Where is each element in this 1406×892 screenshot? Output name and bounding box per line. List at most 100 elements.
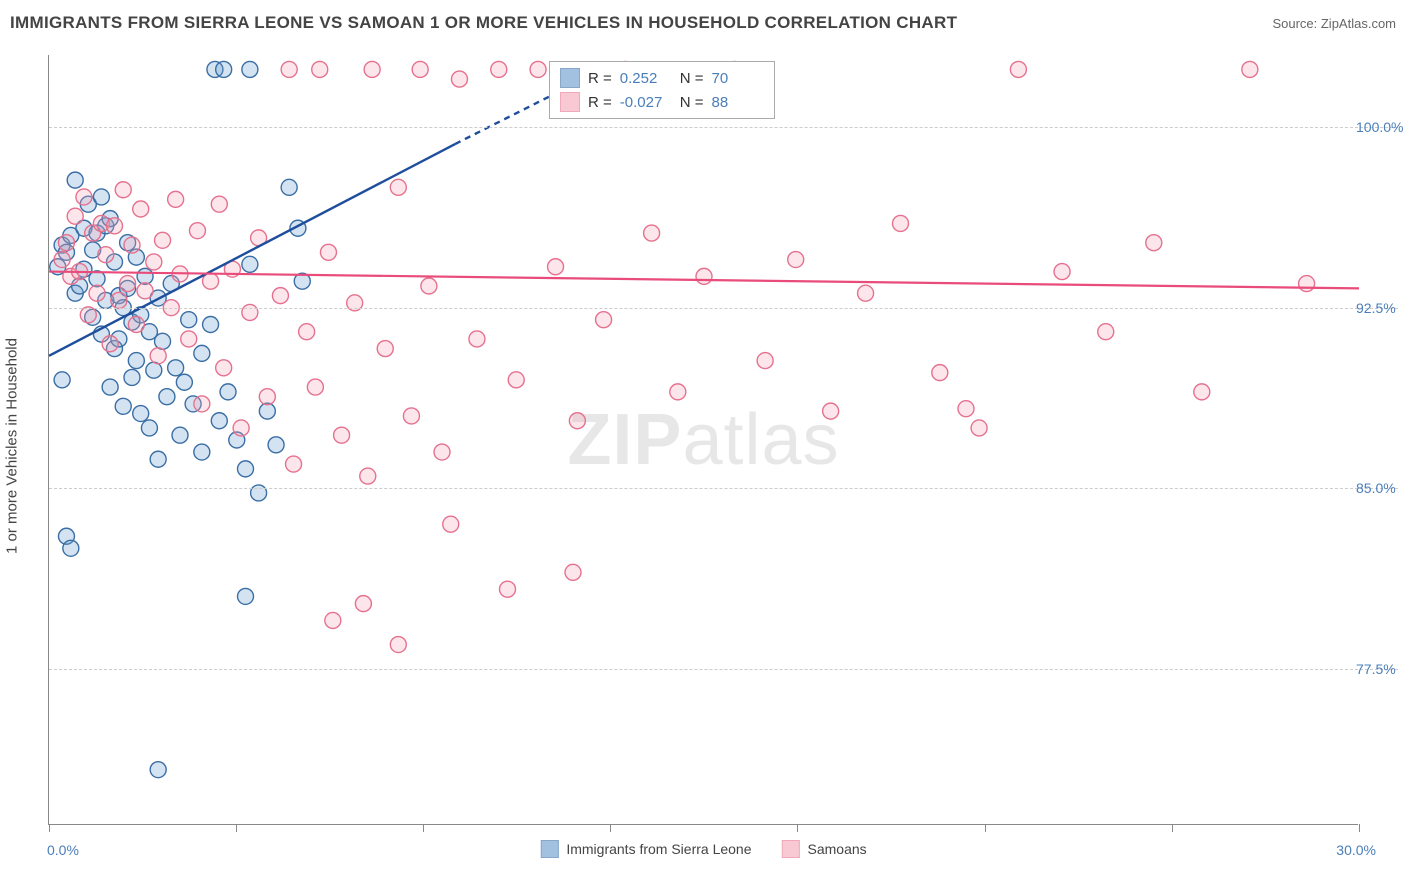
legend-label-1: Immigrants from Sierra Leone	[566, 841, 751, 857]
data-point	[176, 374, 192, 390]
data-point	[155, 232, 171, 248]
data-point	[259, 403, 275, 419]
data-point	[530, 61, 546, 77]
data-point	[107, 218, 123, 234]
data-point	[299, 324, 315, 340]
data-point	[434, 444, 450, 460]
data-point	[203, 317, 219, 333]
data-point	[757, 353, 773, 369]
y-tick-label: 77.5%	[1356, 661, 1406, 677]
legend-label-2: Samoans	[808, 841, 867, 857]
x-tick	[610, 824, 611, 832]
data-point	[102, 379, 118, 395]
data-point	[58, 235, 74, 251]
x-axis-min-label: 0.0%	[47, 842, 79, 858]
data-point	[320, 244, 336, 260]
data-point	[54, 372, 70, 388]
data-point	[508, 372, 524, 388]
data-point	[233, 420, 249, 436]
data-point	[133, 201, 149, 217]
data-point	[307, 379, 323, 395]
data-point	[216, 360, 232, 376]
plot-svg	[49, 55, 1358, 824]
data-point	[1146, 235, 1162, 251]
chart-title: IMMIGRANTS FROM SIERRA LEONE VS SAMOAN 1…	[10, 13, 957, 33]
legend-swatch-1	[540, 840, 558, 858]
data-point	[111, 292, 127, 308]
data-point	[216, 61, 232, 77]
data-point	[211, 413, 227, 429]
corr-swatch-1	[560, 68, 580, 88]
data-point	[124, 237, 140, 253]
data-point	[194, 345, 210, 361]
data-point	[1098, 324, 1114, 340]
r-value-1: 0.252	[620, 70, 672, 87]
data-point	[150, 348, 166, 364]
data-point	[120, 276, 136, 292]
data-point	[696, 268, 712, 284]
data-point	[76, 189, 92, 205]
chart-area: ZIPatlas R = 0.252 N = 70 R = -0.027 N =…	[48, 55, 1358, 825]
data-point	[377, 341, 393, 357]
correlation-box: R = 0.252 N = 70 R = -0.027 N = 88	[549, 61, 775, 119]
corr-swatch-2	[560, 92, 580, 112]
data-point	[189, 223, 205, 239]
data-point	[80, 307, 96, 323]
y-tick-label: 92.5%	[1356, 300, 1406, 316]
data-point	[412, 61, 428, 77]
r-label-2: R =	[588, 94, 612, 111]
data-point	[312, 61, 328, 77]
data-point	[242, 61, 258, 77]
grid-line-h	[49, 127, 1398, 128]
data-point	[451, 71, 467, 87]
data-point	[67, 208, 83, 224]
data-point	[469, 331, 485, 347]
data-point	[128, 353, 144, 369]
data-point	[500, 581, 516, 597]
grid-line-h	[49, 669, 1398, 670]
y-tick-label: 85.0%	[1356, 480, 1406, 496]
data-point	[355, 596, 371, 612]
data-point	[159, 389, 175, 405]
correlation-row-2: R = -0.027 N = 88	[560, 90, 764, 114]
data-point	[133, 406, 149, 422]
data-point	[569, 413, 585, 429]
data-point	[220, 384, 236, 400]
data-point	[181, 331, 197, 347]
data-point	[286, 456, 302, 472]
data-point	[268, 437, 284, 453]
data-point	[360, 468, 376, 484]
data-point	[443, 516, 459, 532]
data-point	[421, 278, 437, 294]
r-label: R =	[588, 70, 612, 87]
data-point	[565, 564, 581, 580]
data-point	[115, 182, 131, 198]
grid-line-h	[49, 488, 1398, 489]
data-point	[596, 312, 612, 328]
data-point	[1299, 276, 1315, 292]
data-point	[390, 179, 406, 195]
title-bar: IMMIGRANTS FROM SIERRA LEONE VS SAMOAN 1…	[10, 8, 1396, 38]
data-point	[548, 259, 564, 275]
data-point	[670, 384, 686, 400]
legend-item-1: Immigrants from Sierra Leone	[540, 840, 751, 858]
x-tick	[49, 824, 50, 832]
data-point	[150, 451, 166, 467]
data-point	[1010, 61, 1026, 77]
data-point	[146, 254, 162, 270]
x-axis-max-label: 30.0%	[1336, 842, 1376, 858]
data-point	[54, 252, 70, 268]
data-point	[403, 408, 419, 424]
data-point	[67, 172, 83, 188]
data-point	[390, 637, 406, 653]
data-point	[644, 225, 660, 241]
data-point	[194, 444, 210, 460]
data-point	[334, 427, 350, 443]
x-tick	[797, 824, 798, 832]
data-point	[137, 268, 153, 284]
data-point	[63, 540, 79, 556]
data-point	[194, 396, 210, 412]
data-point	[150, 762, 166, 778]
y-tick-label: 100.0%	[1356, 119, 1406, 135]
data-point	[181, 312, 197, 328]
